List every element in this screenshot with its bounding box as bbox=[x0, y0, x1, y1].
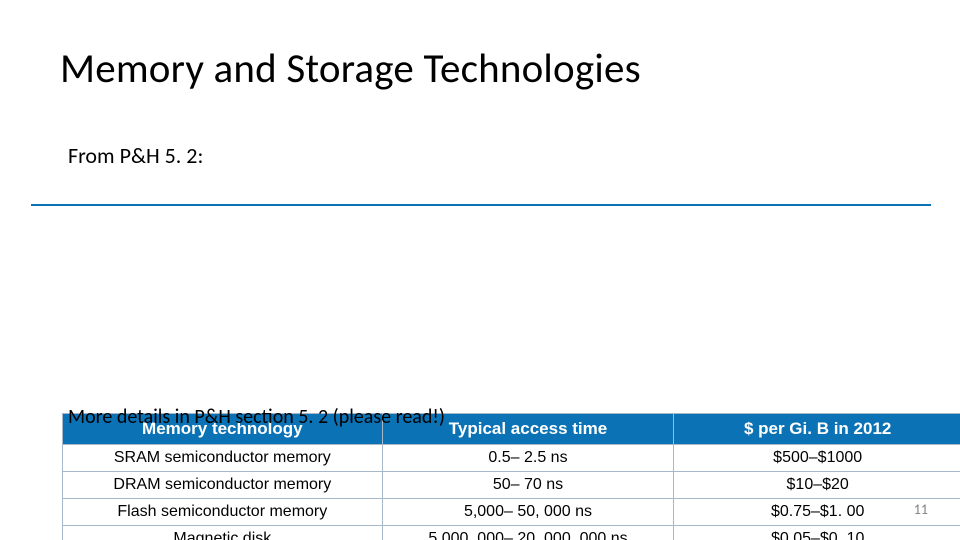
cell-price: $0.05–$0. 10 bbox=[674, 526, 960, 540]
page-number: 11 bbox=[914, 501, 928, 518]
cell-technology: Magnetic disk bbox=[63, 526, 383, 540]
cell-access-time: 0.5– 2.5 ns bbox=[382, 445, 674, 472]
slide-footnote: More details in P&H section 5. 2 (please… bbox=[68, 405, 445, 429]
table-row: SRAM semiconductor memory 0.5– 2.5 ns $5… bbox=[63, 445, 960, 472]
cell-technology: Flash semiconductor memory bbox=[63, 499, 383, 526]
table-row: Magnetic disk 5,000, 000– 20, 000, 000 n… bbox=[63, 526, 960, 540]
col-header-price: $ per Gi. B in 2012 bbox=[674, 414, 960, 445]
cell-price: $500–$1000 bbox=[674, 445, 960, 472]
cell-price: $10–$20 bbox=[674, 472, 960, 499]
cell-access-time: 5,000– 50, 000 ns bbox=[382, 499, 674, 526]
cell-technology: SRAM semiconductor memory bbox=[63, 445, 383, 472]
slide: Memory and Storage Technologies From P&H… bbox=[0, 0, 960, 540]
slide-title: Memory and Storage Technologies bbox=[60, 44, 641, 94]
memory-table: Memory technology Typical access time $ … bbox=[62, 413, 960, 540]
table-row: DRAM semiconductor memory 50– 70 ns $10–… bbox=[63, 472, 960, 499]
cell-access-time: 5,000, 000– 20, 000, 000 ns bbox=[382, 526, 674, 540]
cell-technology: DRAM semiconductor memory bbox=[63, 472, 383, 499]
table-row: Flash semiconductor memory 5,000– 50, 00… bbox=[63, 499, 960, 526]
cell-access-time: 50– 70 ns bbox=[382, 472, 674, 499]
slide-subtitle: From P&H 5. 2: bbox=[68, 142, 203, 169]
